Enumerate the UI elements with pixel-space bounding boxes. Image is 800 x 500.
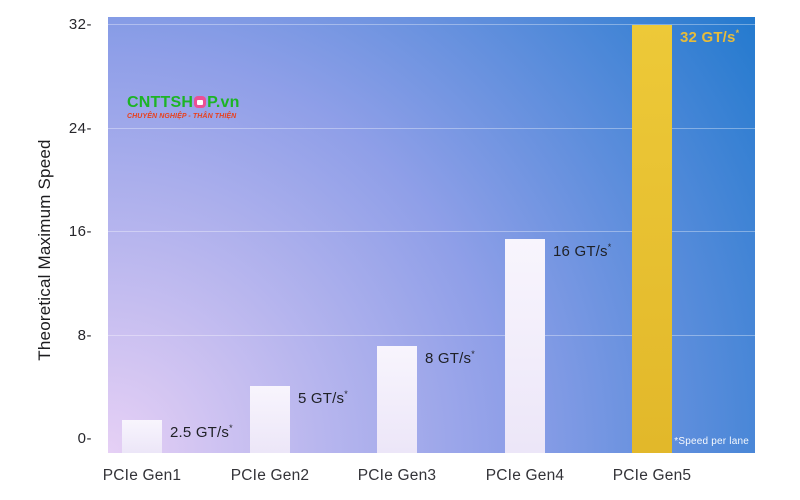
brand-right: P.vn <box>207 94 240 111</box>
x-label-pcie-gen5: PCIe Gen5 <box>612 467 692 484</box>
brand-tagline: CHUYÊN NGHIỆP - THÂN THIỆN <box>127 113 237 120</box>
x-label-pcie-gen3: PCIe Gen3 <box>357 467 437 484</box>
y-tick-8: 8- <box>77 326 92 344</box>
watermark-logo: CNTTSH P.vn CHUYÊN NGHIỆP - THÂN THIỆN <box>127 95 240 121</box>
value-label-pcie-gen1: 2.5 GT/s* <box>170 423 233 441</box>
value-label-pcie-gen4: 16 GT/s* <box>553 242 612 260</box>
footnote: *Speed per lane <box>674 436 749 447</box>
brand-left: CNTTSH <box>127 94 194 111</box>
x-label-pcie-gen1: PCIe Gen1 <box>102 467 182 484</box>
y-tick-32: 32- <box>68 16 92 33</box>
value-label-pcie-gen3: 8 GT/s* <box>425 349 475 367</box>
gridline-16 <box>108 231 755 232</box>
gridline-24 <box>108 127 755 129</box>
plot-area: 2.5 GT/s* 5 GT/s* 8 GT/s* 16 GT/s* 32 GT/s* … <box>108 17 755 453</box>
gridline-8 <box>108 334 755 336</box>
shop-logo-o-icon <box>194 96 207 108</box>
bar-pcie-gen1 <box>122 420 162 453</box>
y-tick-24: 24- <box>68 119 92 137</box>
bar-pcie-gen2 <box>250 386 290 453</box>
value-label-pcie-gen5: 32 GT/s* <box>680 28 740 46</box>
bar-pcie-gen3 <box>377 346 417 453</box>
bar-pcie-gen4 <box>505 239 545 453</box>
value-label-pcie-gen2: 5 GT/s* <box>298 389 348 407</box>
y-tick-16: 16- <box>68 223 92 240</box>
x-label-pcie-gen2: PCIe Gen2 <box>230 467 310 484</box>
x-label-pcie-gen4: PCIe Gen4 <box>485 467 565 484</box>
y-tick-0: 0- <box>77 430 92 447</box>
bar-pcie-gen5 <box>632 25 672 453</box>
gridline-32 <box>108 24 755 25</box>
y-axis-title: Theoretical Maximum Speed <box>35 139 54 361</box>
shop-logo-o-inner <box>197 100 204 105</box>
brand-text: CNTTSH P.vn <box>127 95 240 111</box>
